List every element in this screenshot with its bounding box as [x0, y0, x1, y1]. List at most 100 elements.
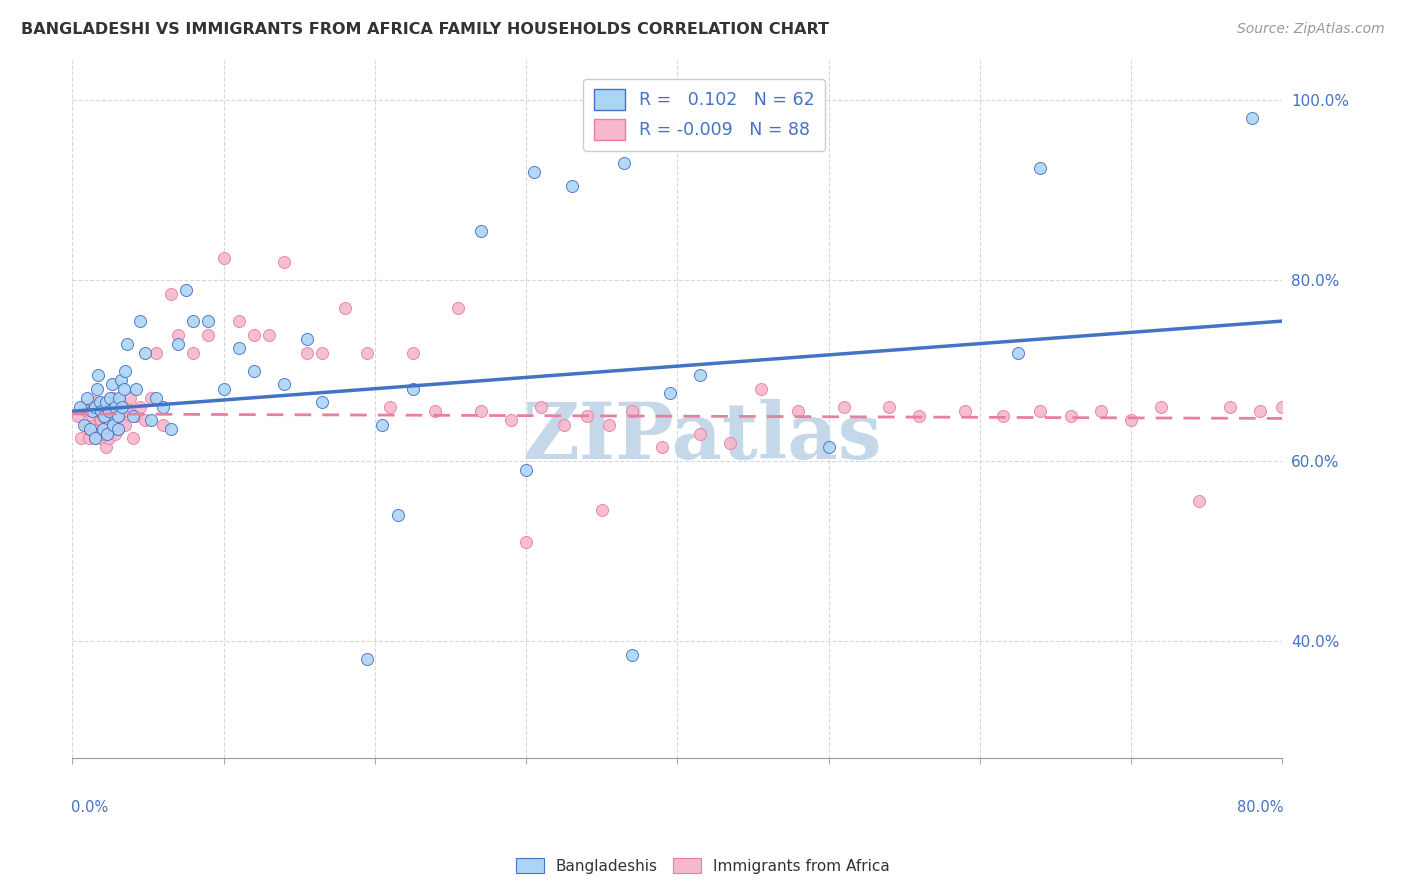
Point: [311, 345, 333, 359]
Point: [93, 422, 115, 436]
Point: [152, 400, 174, 414]
Point: [129, 400, 152, 414]
Point: [77, 431, 100, 445]
Point: [115, 336, 138, 351]
Point: [93, 409, 115, 423]
Point: [90, 413, 112, 427]
Point: [832, 400, 855, 414]
Point: [98, 417, 121, 432]
Point: [183, 345, 205, 359]
Point: [447, 301, 470, 315]
Point: [908, 409, 931, 423]
Point: [295, 332, 318, 346]
Point: [70, 431, 93, 445]
Point: [110, 373, 132, 387]
Text: 80.0%: 80.0%: [1237, 800, 1284, 815]
Point: [84, 400, 107, 414]
Point: [499, 413, 522, 427]
Point: [295, 345, 318, 359]
Point: [658, 386, 681, 401]
Point: [273, 377, 295, 392]
Point: [515, 463, 537, 477]
Point: [84, 417, 107, 432]
Point: [76, 391, 98, 405]
Point: [167, 327, 190, 342]
Point: [553, 417, 575, 432]
Point: [470, 224, 492, 238]
Point: [90, 431, 112, 445]
Point: [79, 422, 101, 436]
Point: [84, 431, 107, 445]
Point: [94, 440, 117, 454]
Point: [1249, 404, 1271, 418]
Point: [125, 409, 148, 423]
Point: [183, 314, 205, 328]
Point: [87, 368, 110, 383]
Point: [877, 400, 900, 414]
Point: [79, 422, 101, 436]
Point: [125, 382, 148, 396]
Point: [953, 404, 976, 418]
Point: [121, 409, 143, 423]
Point: [689, 368, 711, 383]
Point: [613, 156, 636, 170]
Point: [84, 431, 107, 445]
Text: 0.0%: 0.0%: [72, 800, 108, 815]
Point: [100, 377, 122, 392]
Point: [107, 409, 129, 423]
Point: [94, 395, 117, 409]
Point: [107, 422, 129, 436]
Point: [515, 535, 537, 549]
Point: [73, 400, 96, 414]
Text: BANGLADESHI VS IMMIGRANTS FROM AFRICA FAMILY HOUSEHOLDS CORRELATION CHART: BANGLADESHI VS IMMIGRANTS FROM AFRICA FA…: [21, 22, 830, 37]
Point: [114, 417, 136, 432]
Point: [87, 426, 110, 441]
Point: [378, 400, 401, 414]
Point: [523, 165, 546, 179]
Point: [76, 404, 98, 418]
Text: Source: ZipAtlas.com: Source: ZipAtlas.com: [1237, 22, 1385, 37]
Point: [107, 422, 129, 436]
Point: [89, 413, 111, 427]
Point: [96, 404, 118, 418]
Point: [98, 391, 121, 405]
Point: [243, 364, 266, 378]
Point: [387, 508, 409, 522]
Point: [1121, 413, 1143, 427]
Point: [598, 417, 620, 432]
Point: [104, 426, 127, 441]
Point: [356, 652, 378, 666]
Point: [134, 345, 156, 359]
Point: [212, 251, 235, 265]
Point: [651, 440, 673, 454]
Point: [112, 404, 135, 418]
Point: [311, 395, 333, 409]
Point: [621, 404, 644, 418]
Point: [167, 336, 190, 351]
Point: [991, 409, 1014, 423]
Point: [1218, 400, 1240, 414]
Point: [402, 345, 425, 359]
Point: [129, 314, 152, 328]
Legend: R =   0.102   N = 62, R = -0.009   N = 88: R = 0.102 N = 62, R = -0.009 N = 88: [583, 78, 825, 151]
Point: [1060, 409, 1083, 423]
Point: [139, 413, 162, 427]
Point: [73, 417, 96, 432]
Point: [97, 431, 120, 445]
Point: [80, 409, 103, 423]
Point: [91, 426, 114, 441]
Point: [100, 404, 122, 418]
Point: [621, 648, 644, 662]
Point: [470, 404, 492, 418]
Point: [228, 314, 250, 328]
Point: [1007, 345, 1029, 359]
Point: [101, 417, 124, 432]
Point: [1150, 400, 1173, 414]
Point: [787, 404, 810, 418]
Point: [197, 314, 219, 328]
Point: [111, 417, 134, 432]
Point: [1241, 112, 1264, 126]
Point: [174, 283, 197, 297]
Point: [718, 435, 741, 450]
Point: [425, 404, 447, 418]
